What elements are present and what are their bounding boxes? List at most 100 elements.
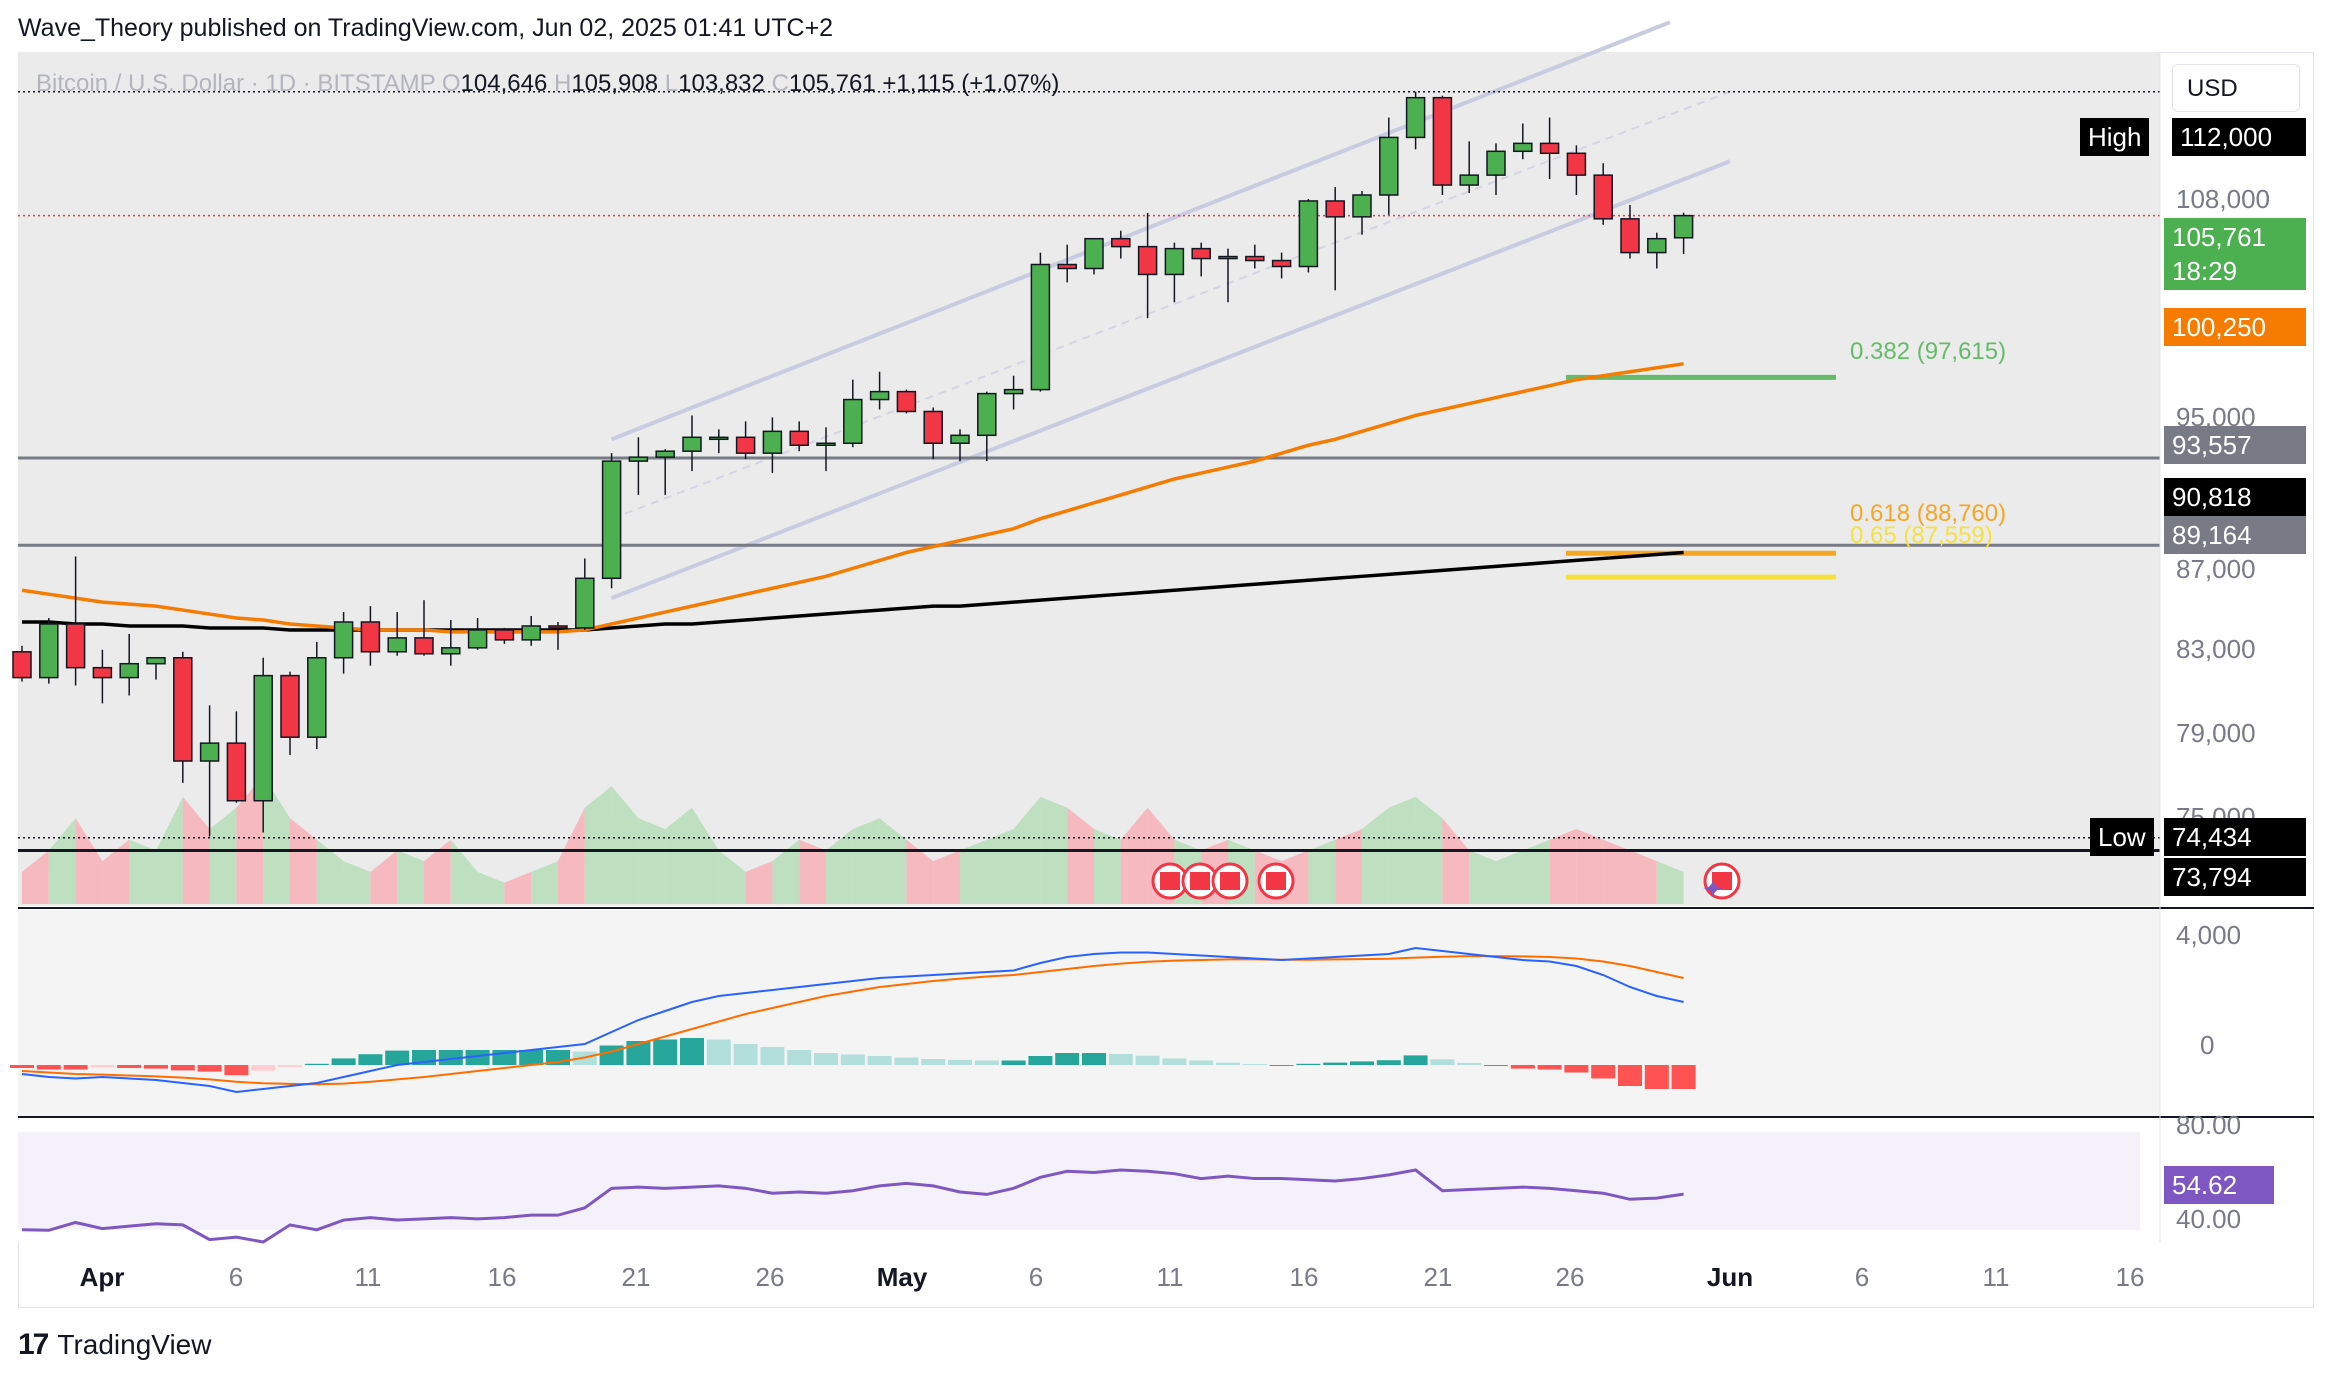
x-tick: Jun (1706, 1262, 1754, 1292)
candle-body (1111, 237, 1131, 248)
candle-body (1218, 255, 1238, 260)
volume-area-segment (370, 850, 398, 904)
candle-body (575, 577, 595, 629)
price-pane-bg (18, 52, 2160, 906)
x-tick: 6 (1028, 1262, 1044, 1292)
volume-area-segment (1442, 818, 1470, 904)
candle-body (896, 390, 917, 413)
x-tick: 11 (1156, 1262, 1184, 1292)
channel-mid-line (611, 90, 1731, 520)
candle-body (1030, 263, 1051, 391)
x-tick: 16 (1289, 1262, 1319, 1292)
level-tag: 93,557 (2164, 426, 2306, 464)
candle-body (1325, 200, 1345, 218)
macd-histogram-bar (1671, 1065, 1696, 1089)
price-tick: 83,000 (2176, 634, 2256, 664)
macd-histogram-bar (894, 1057, 919, 1065)
volume-area-segment (1094, 829, 1121, 904)
price-tick: 108,000 (2176, 184, 2270, 214)
volume-area-segment (611, 786, 639, 904)
macd-histogram-bar (1376, 1060, 1401, 1065)
candle-body (1566, 152, 1587, 176)
macd-histogram-bar (1430, 1059, 1455, 1065)
volume-area-segment (718, 850, 746, 904)
candle-body (1593, 174, 1613, 220)
close-value: 105,761 (788, 70, 876, 97)
tradingview-logo-icon: 17 (18, 1328, 49, 1361)
candle-body (1164, 247, 1185, 276)
candle-body (467, 629, 488, 649)
candle-body (65, 623, 86, 669)
volume-area-segment (477, 871, 505, 904)
x-tick: 26 (1555, 1262, 1585, 1292)
volume-area-segment (1603, 839, 1630, 904)
low-value: 103,832 (678, 70, 765, 97)
rsi-tick: 80.00 (2176, 1110, 2242, 1140)
macd-histogram-bar (1296, 1063, 1321, 1065)
macd-histogram-bar (224, 1065, 249, 1076)
volume-area-segment (960, 839, 987, 904)
macd-histogram-bar (1216, 1062, 1240, 1065)
candle-body (280, 674, 300, 738)
channel-lower-line (610, 159, 1731, 601)
volume-area-segment (1362, 807, 1389, 904)
x-tick: 6 (1854, 1262, 1870, 1292)
macd-histogram-bar (1403, 1055, 1428, 1065)
macd-histogram-bar (1055, 1053, 1080, 1065)
volume-area-segment (826, 829, 853, 904)
x-tick: 11 (354, 1262, 382, 1292)
volume-area-segment (1120, 807, 1148, 904)
volume-area-segment (316, 839, 344, 904)
candle-body (977, 392, 997, 437)
candle-body (226, 742, 247, 802)
candle-body (601, 460, 622, 580)
macd-histogram-bar (304, 1063, 329, 1065)
macd-histogram-bar (197, 1065, 222, 1072)
macd-tick: 4,000 (2176, 920, 2242, 950)
macd-histogram-bar (117, 1065, 142, 1068)
footer-brand[interactable]: TradingView (57, 1329, 212, 1360)
macd-histogram-bar (1350, 1061, 1374, 1065)
macd-pane-bg (18, 910, 2160, 1116)
x-tick: 21 (621, 1262, 651, 1292)
x-tick: 21 (1423, 1262, 1453, 1292)
macd-histogram-bar (1269, 1065, 1294, 1066)
us-flag-event-icon (1160, 872, 1180, 890)
candle-body (869, 390, 890, 401)
volume-area-segment (209, 807, 237, 904)
candle-body (441, 647, 461, 655)
macd-histogram-bar (974, 1060, 999, 1065)
currency-button[interactable]: USD (2172, 64, 2300, 112)
macd-histogram-bar (1162, 1058, 1187, 1065)
candle-body (1539, 142, 1560, 155)
candle-body (789, 430, 809, 446)
candle-body (709, 436, 729, 441)
low-value-tag: 74,434 (2164, 818, 2306, 856)
x-tick: 11 (1982, 1262, 2010, 1292)
rsi-tick: 40.00 (2176, 1204, 2242, 1234)
macd-histogram-bar (1323, 1062, 1348, 1065)
high-value-tag: 112,000 (2172, 118, 2306, 156)
candle-body (1137, 245, 1158, 276)
volume-area-segment (638, 818, 666, 904)
candle-body (1298, 200, 1319, 268)
macd-histogram-bar (278, 1065, 302, 1068)
candle-body (12, 651, 32, 679)
volume-area-segment (852, 818, 880, 904)
us-flag-event-icon (1190, 872, 1210, 890)
macd-histogram-bar (867, 1056, 892, 1065)
candle-body (655, 450, 675, 458)
candle-body (119, 662, 139, 679)
ema50-line (21, 362, 1684, 634)
macd-line (21, 946, 1684, 1094)
rsi-band (18, 1132, 2140, 1230)
candle-body (521, 625, 541, 641)
volume-area-segment (879, 818, 907, 904)
volume-area-segment (799, 839, 826, 904)
volume-area-segment (129, 839, 156, 904)
us-flag-event-icon (1266, 872, 1286, 890)
volume-area-segment (906, 839, 934, 904)
macd-histogram-bar (760, 1047, 785, 1065)
volume-area-segment (745, 861, 773, 904)
